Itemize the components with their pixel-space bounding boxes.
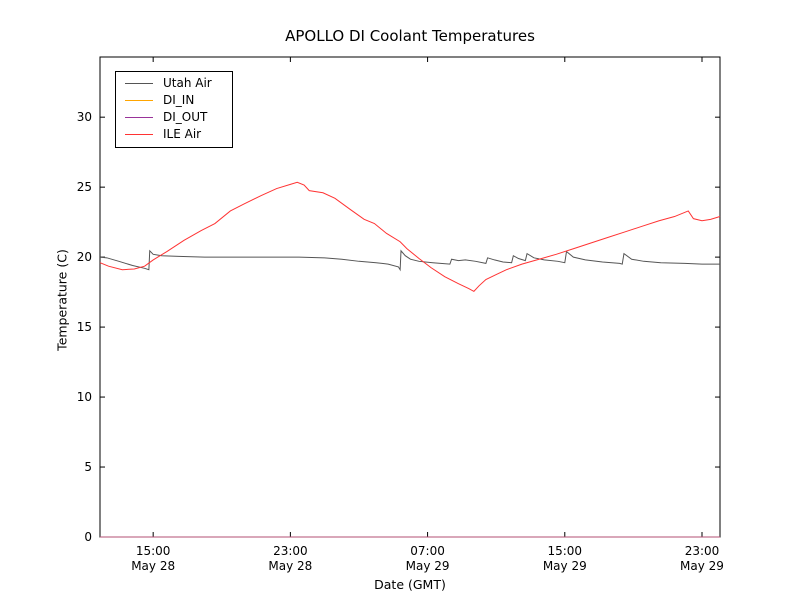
legend-box: Utah Air DI_IN DI_OUT ILE Air [115, 71, 233, 148]
legend-entry: ILE Air [116, 126, 232, 143]
x-tick-label-date: May 28 [268, 559, 312, 573]
y-tick-label: 15 [77, 320, 92, 334]
x-tick-label-date: May 29 [543, 559, 587, 573]
x-tick-label-date: May 29 [406, 559, 450, 573]
series-line-utah-air [99, 249, 720, 272]
legend-entry: DI_IN [116, 92, 232, 109]
x-tick-label-time: 07:00 [410, 544, 445, 558]
x-tick-label-time: 23:00 [273, 544, 308, 558]
x-tick-label-date: May 28 [131, 559, 175, 573]
legend-label: DI_IN [163, 93, 195, 107]
legend-line-sample [125, 117, 153, 118]
legend-label: ILE Air [163, 127, 202, 141]
y-tick-label: 10 [77, 390, 92, 404]
legend-line-sample [125, 100, 153, 101]
chart-title: APOLLO DI Coolant Temperatures [285, 27, 535, 45]
x-tick-label-date: May 29 [680, 559, 724, 573]
y-tick-label: 20 [77, 250, 92, 264]
legend-entry: Utah Air [116, 75, 232, 92]
x-axis-label: Date (GMT) [374, 577, 446, 592]
y-axis-label: Temperature (C) [54, 249, 70, 351]
legend-entry: DI_OUT [116, 109, 232, 126]
series-line-ile-air [99, 181, 721, 293]
y-tick-label: 5 [84, 460, 92, 474]
y-tick-label: 0 [84, 530, 92, 544]
legend-line-sample [125, 134, 153, 135]
legend-label: Utah Air [163, 76, 212, 90]
y-tick-label: 25 [77, 180, 92, 194]
x-tick-label-time: 15:00 [547, 544, 582, 558]
legend-line-sample [125, 83, 153, 84]
legend-label: DI_OUT [163, 110, 208, 124]
y-tick-label: 30 [77, 110, 92, 124]
x-tick-label-time: 15:00 [136, 544, 171, 558]
x-tick-label-time: 23:00 [685, 544, 720, 558]
